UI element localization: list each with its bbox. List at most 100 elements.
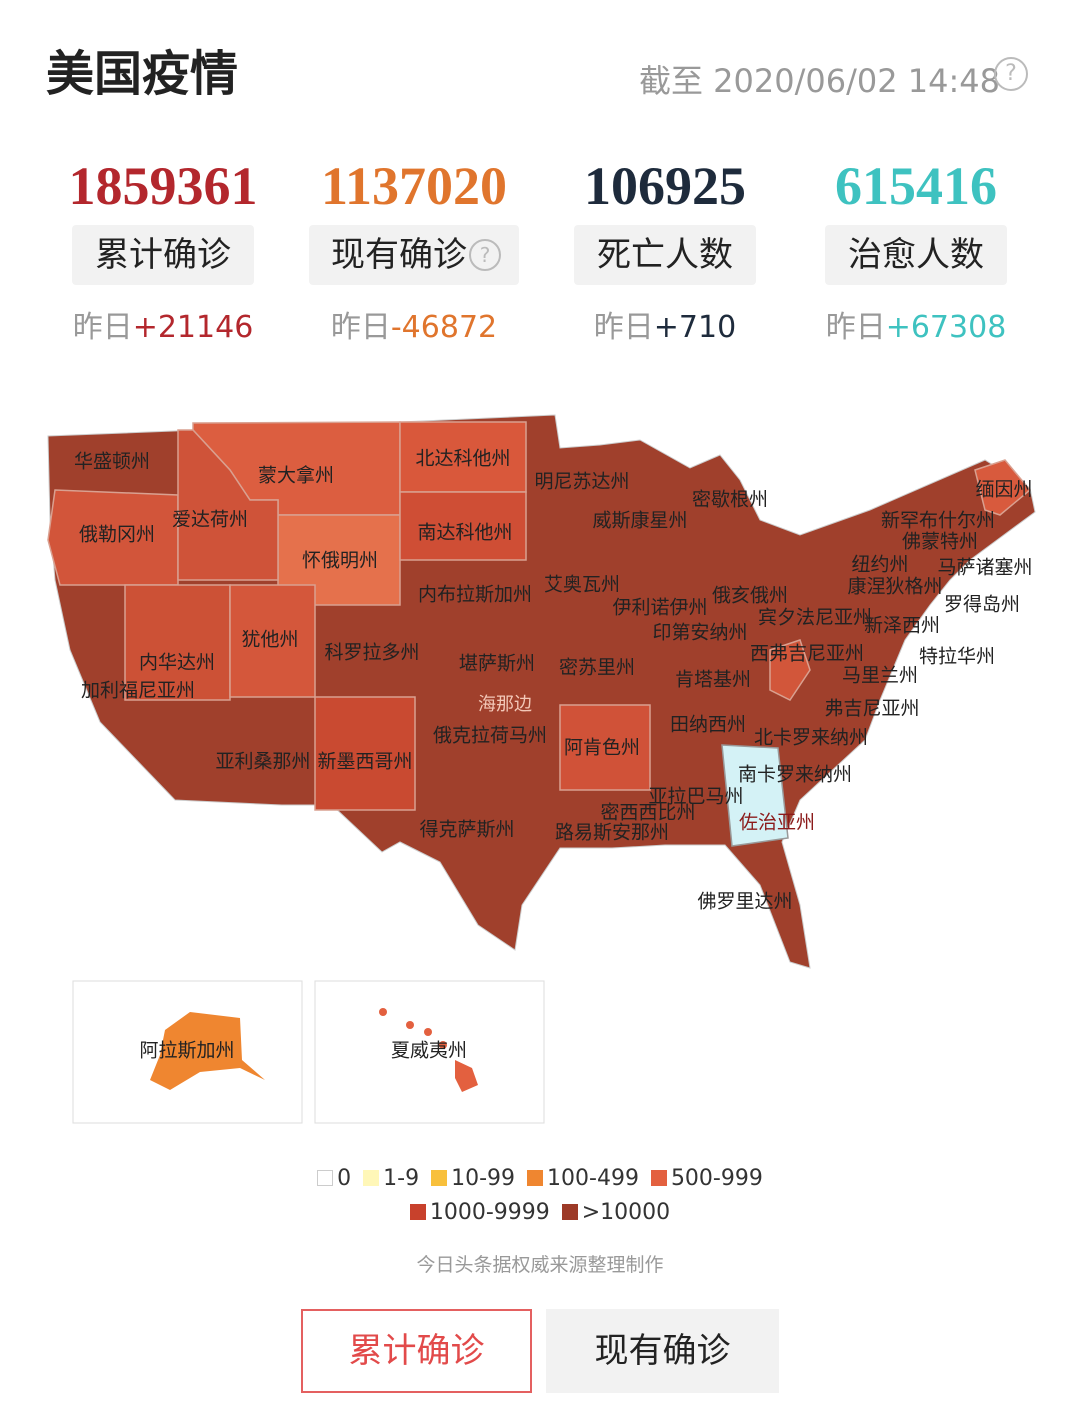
state-label: 科罗拉多州: [324, 642, 419, 664]
stat-delta: 昨日+21146: [33, 302, 293, 346]
state-label: 弗吉尼亚州: [824, 698, 919, 720]
source: 今日头条据权威来源整理制作: [416, 1254, 664, 1276]
state-label: 佛罗里达州: [697, 891, 792, 913]
state-label: 蒙大拿州: [258, 464, 334, 487]
state-label: 加利福尼亚州: [81, 680, 195, 702]
legend-row: 1000-9999 >10000: [0, 1200, 1080, 1225]
state-label: 俄勒冈州: [79, 524, 155, 546]
state-label: 密西西比州: [600, 802, 695, 824]
state-label: 得克萨斯州: [419, 819, 514, 841]
delta-prefix: 昨日: [825, 310, 886, 345]
state-label: 威斯康星州: [592, 510, 687, 532]
help-icon[interactable]: ?: [994, 57, 1028, 91]
stat-delta: 昨日-46872: [284, 302, 544, 346]
stat-label: 治愈人数: [825, 225, 1007, 285]
state-label: 宾夕法尼亚州: [758, 607, 872, 629]
delta-value: +710: [653, 310, 737, 345]
stat-value: 106925: [584, 156, 746, 216]
state-label: 新罕布什尔州: [881, 510, 995, 532]
state-label: 俄亥俄州: [712, 585, 788, 607]
state-label: 亚拉巴马州: [648, 786, 743, 808]
legend-label: 0: [337, 1166, 352, 1191]
state-label: 爱达荷州: [172, 509, 248, 531]
state-label: 印第安纳州: [652, 622, 747, 644]
help-icon: ?: [469, 239, 501, 271]
legend-label: 100-499: [547, 1166, 639, 1191]
state-label: 佛蒙特州: [902, 531, 978, 553]
state-label: 内布拉斯加州: [418, 584, 532, 606]
legend-swatch: [317, 1170, 334, 1186]
hawaii-shape: [379, 1008, 478, 1092]
state-label: 阿肯色州: [564, 737, 640, 759]
legend-swatch: [527, 1170, 544, 1186]
legend-item: 0: [317, 1166, 351, 1191]
legend-label: 500-999: [670, 1166, 763, 1191]
delta-value: +67308: [885, 310, 1007, 345]
state-label: 南达科他州: [417, 522, 512, 544]
tab[interactable]: 现有确诊: [546, 1309, 779, 1393]
legend-swatch: [363, 1170, 380, 1186]
alaska-shape: [150, 1012, 265, 1090]
state-label: 北卡罗来纳州: [754, 727, 868, 749]
state-label: 新泽西州: [864, 615, 940, 637]
watermark: 海那边: [478, 694, 532, 715]
state-label: 犹他州: [241, 629, 298, 651]
state-label: 康涅狄格州: [847, 576, 942, 598]
state-label: 特拉华州: [919, 646, 995, 668]
legend-label: 10-99: [451, 1166, 516, 1191]
state-label: 新墨西哥州: [317, 751, 412, 773]
state-label: 路易斯安那州: [555, 822, 669, 844]
state-label: 西弗吉尼亚州: [750, 643, 864, 665]
lighter-states: [47, 421, 1032, 847]
state-label: 北达科他州: [415, 448, 510, 470]
legend-label: >10000: [581, 1200, 671, 1225]
delta-value: -46872: [390, 310, 498, 345]
state-label: 明尼苏达州: [534, 471, 629, 493]
legend-label: 1000-9999: [429, 1200, 550, 1225]
delta-prefix: 昨日: [72, 310, 133, 345]
state-label: 罗得岛州: [944, 594, 1020, 616]
inset-label: 阿拉斯加州: [139, 1040, 234, 1062]
date: 截至 2020/06/02 14:48: [638, 62, 1000, 100]
legend-item: 1000-9999: [409, 1200, 550, 1225]
legend-item: 1-9: [363, 1166, 419, 1191]
state-label: 肯塔基州: [675, 669, 751, 691]
legend-swatch: [650, 1170, 667, 1186]
state-label: 马里兰州: [842, 665, 918, 687]
state-label: 伊利诺伊州: [612, 597, 707, 619]
legend-row: 0 1-9 10-99 100-499 500-999: [0, 1166, 1080, 1191]
state-label: 缅因州: [975, 479, 1032, 501]
state-label: 密苏里州: [559, 657, 635, 679]
state-label: 堪萨斯州: [459, 653, 535, 675]
state-label: 马萨诸塞州: [937, 557, 1032, 579]
legend-item: 100-499: [527, 1166, 639, 1191]
legend-item: 10-99: [431, 1166, 515, 1191]
stat-delta: 昨日+710: [535, 302, 795, 346]
state-label: 纽约州: [851, 554, 908, 576]
state-label: 南卡罗来纳州: [738, 764, 852, 786]
stat-label: 现有确诊?: [309, 225, 519, 285]
tab[interactable]: 累计确诊: [301, 1309, 532, 1393]
state-label: 亚利桑那州: [215, 751, 310, 773]
legend-item: >10000: [561, 1200, 671, 1225]
legend-swatch: [561, 1204, 578, 1220]
delta-prefix: 昨日: [330, 310, 391, 345]
delta-prefix: 昨日: [593, 310, 654, 345]
legend-item: 500-999: [650, 1166, 763, 1191]
stat-delta: 昨日+67308: [786, 302, 1046, 346]
state-label: 俄克拉荷马州: [433, 725, 547, 747]
legend-swatch: [431, 1170, 448, 1186]
title: 美国疫情: [46, 46, 239, 102]
state-label: 艾奥瓦州: [544, 574, 620, 596]
stat-label: 死亡人数: [574, 225, 756, 285]
legend-label: 1-9: [383, 1166, 420, 1191]
stat-value: 1137020: [320, 156, 508, 216]
state-label: 内华达州: [139, 652, 215, 674]
state-label: 华盛顿州: [74, 451, 150, 473]
state-label: 田纳西州: [670, 714, 746, 736]
state-label: 怀俄明州: [302, 550, 378, 572]
inset-label: 夏威夷州: [391, 1040, 467, 1062]
state-label: 佐治亚州: [739, 812, 815, 834]
